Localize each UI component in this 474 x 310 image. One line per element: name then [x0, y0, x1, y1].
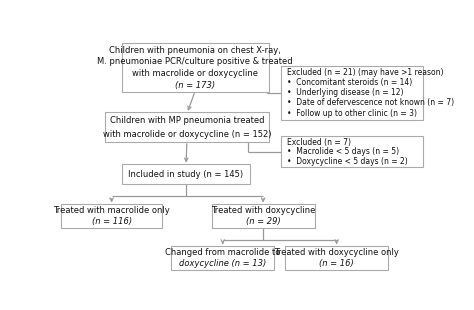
Text: Excluded (n = 7): Excluded (n = 7) — [287, 138, 351, 147]
Text: (n = 29): (n = 29) — [246, 217, 281, 226]
Text: Excluded (n = 21) (may have >1 reason): Excluded (n = 21) (may have >1 reason) — [287, 68, 444, 77]
Text: doxycycline (n = 13): doxycycline (n = 13) — [179, 259, 266, 268]
FancyBboxPatch shape — [285, 246, 388, 270]
Text: •  Concomitant steroids (n = 14): • Concomitant steroids (n = 14) — [287, 78, 413, 87]
Text: Treated with doxycycline: Treated with doxycycline — [211, 206, 315, 215]
Text: with macrolide or doxycycline: with macrolide or doxycycline — [132, 69, 258, 78]
Text: with macrolide or doxycycline (n = 152): with macrolide or doxycycline (n = 152) — [103, 130, 271, 139]
Text: M. pneumoniae PCR/culture positive & treated: M. pneumoniae PCR/culture positive & tre… — [97, 57, 293, 66]
FancyBboxPatch shape — [212, 204, 315, 228]
Text: Treated with doxycycline only: Treated with doxycycline only — [274, 248, 399, 257]
Text: Children with MP pneumonia treated: Children with MP pneumonia treated — [109, 116, 264, 125]
FancyBboxPatch shape — [171, 246, 274, 270]
Text: •  Follow up to other clinic (n = 3): • Follow up to other clinic (n = 3) — [287, 109, 418, 118]
Text: •  Macrolide < 5 days (n = 5): • Macrolide < 5 days (n = 5) — [287, 147, 400, 156]
FancyBboxPatch shape — [105, 113, 269, 142]
Text: Changed from macrolide to: Changed from macrolide to — [165, 248, 281, 257]
Text: (n = 173): (n = 173) — [175, 81, 215, 90]
FancyBboxPatch shape — [61, 204, 162, 228]
Text: (n = 116): (n = 116) — [91, 217, 132, 226]
Text: •  Date of defervescence not known (n = 7): • Date of defervescence not known (n = 7… — [287, 99, 455, 108]
FancyBboxPatch shape — [282, 136, 423, 167]
Text: (n = 16): (n = 16) — [319, 259, 354, 268]
Text: Children with pneumonia on chest X-ray,: Children with pneumonia on chest X-ray, — [109, 46, 281, 55]
FancyBboxPatch shape — [282, 66, 423, 120]
Text: •  Doxycycline < 5 days (n = 2): • Doxycycline < 5 days (n = 2) — [287, 157, 408, 166]
Text: Treated with macrolide only: Treated with macrolide only — [53, 206, 170, 215]
FancyBboxPatch shape — [122, 164, 250, 184]
Text: •  Underlying disease (n = 12): • Underlying disease (n = 12) — [287, 88, 404, 97]
Text: Included in study (n = 145): Included in study (n = 145) — [128, 170, 244, 179]
FancyBboxPatch shape — [122, 43, 269, 92]
